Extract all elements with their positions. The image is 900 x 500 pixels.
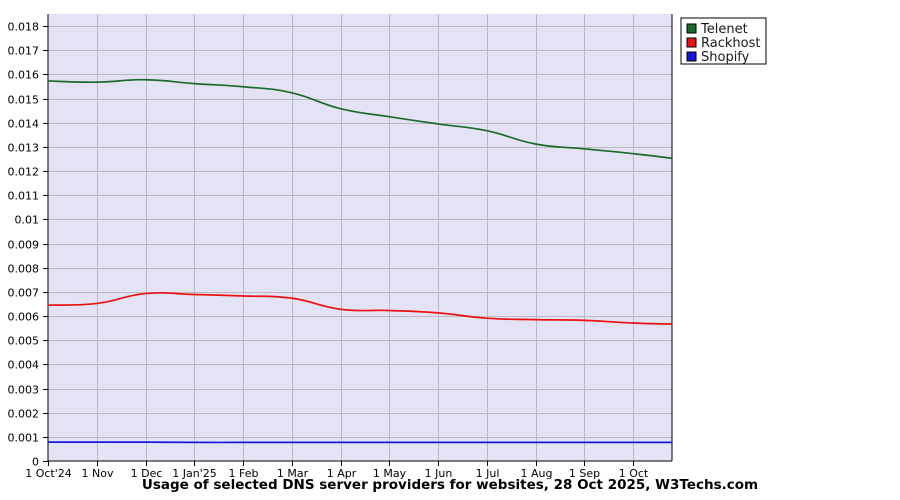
y-tick-label: 0.005 (8, 335, 40, 348)
series-line-telenet (47, 78, 673, 160)
y-tick-label: 0.017 (8, 45, 40, 58)
y-tick-label: 0.018 (8, 21, 40, 34)
y-axis-labels: 0 0.001 0.002 0.003 0.004 0.005 0.006 0.007 0.00… (8, 21, 40, 469)
x-tick-label: 1 Feb (229, 467, 259, 480)
y-tick-label: 0.01 (15, 214, 40, 227)
y-tick-label: 0.009 (8, 239, 40, 252)
x-tick-label: 1 May (373, 467, 407, 480)
x-tick-label: 1 Dec (131, 467, 163, 480)
x-tick-label: 1 Oct (619, 467, 649, 480)
y-tick-label: 0.006 (8, 311, 40, 324)
legend-swatch-telenet (686, 23, 697, 34)
legend-label-shopify: Shopify (701, 50, 750, 65)
series-line-rackhost (47, 291, 673, 325)
y-tick-label: 0.007 (8, 287, 40, 300)
y-tick-label: 0.014 (8, 118, 40, 131)
x-tick-label: 1 Oct'24 (25, 467, 72, 480)
y-tick-label: 0.015 (8, 94, 40, 107)
plot-area-background (48, 14, 672, 461)
x-tick-label: 1 Mar (277, 467, 309, 480)
y-tick-label: 0.008 (8, 263, 40, 276)
y-tick-label: 0.012 (8, 166, 40, 179)
y-tick-label: 0.016 (8, 69, 40, 82)
y-tick-label: 0.011 (8, 190, 40, 203)
legend-label-telenet: Telenet (700, 22, 748, 37)
x-tick-label: 1 Jan'25 (172, 467, 216, 480)
x-tick-label: 1 Jun (425, 467, 453, 480)
y-tick-label: 0.001 (8, 432, 40, 445)
y-gridlines (48, 26, 672, 438)
y-axis-ticks (43, 25, 48, 463)
y-tick-label: 0.003 (8, 384, 40, 397)
x-tick-label: 1 Nov (82, 467, 114, 480)
y-tick-label: 0.002 (8, 408, 40, 421)
x-tick-label: 1 Aug (521, 467, 553, 480)
legend-swatch-shopify (686, 51, 697, 62)
x-tick-label: 1 Apr (327, 467, 357, 480)
y-tick-label: 0.004 (8, 359, 40, 372)
x-tick-label: 1 Sep (569, 467, 600, 480)
x-axis-labels: 1 Oct'24 1 Nov 1 Dec 1 Jan'25 1 Feb 1 Mar 1 Ap… (25, 467, 649, 480)
legend-label-rackhost: Rackhost (701, 36, 760, 51)
x-gridlines (97, 14, 634, 461)
y-tick-label: 0 (32, 456, 39, 469)
x-axis-ticks (47, 461, 635, 466)
x-tick-label: 1 Jul (476, 467, 500, 480)
legend-swatch-rackhost (686, 37, 697, 48)
chart-title: Usage of selected DNS server providers f… (142, 477, 758, 493)
y-tick-label: 0.013 (8, 142, 40, 155)
data-series-group (47, 78, 673, 444)
